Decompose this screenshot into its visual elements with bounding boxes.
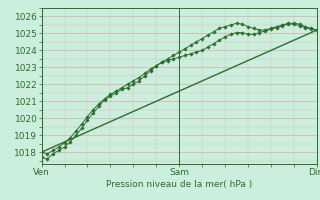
X-axis label: Pression niveau de la mer( hPa ): Pression niveau de la mer( hPa ): [106, 180, 252, 189]
